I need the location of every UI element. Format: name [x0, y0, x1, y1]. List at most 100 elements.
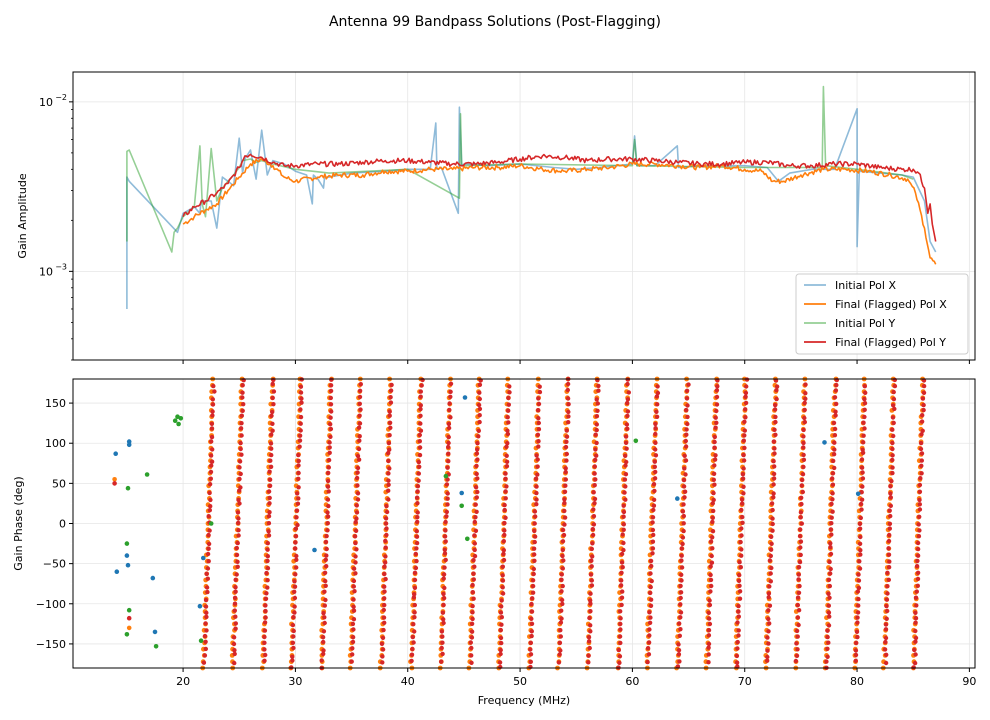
phase-point [271, 389, 277, 394]
phase-point [915, 558, 920, 564]
phase-point [267, 469, 272, 474]
phase-point [441, 620, 446, 626]
phase-point [623, 434, 629, 439]
phase-point [890, 457, 895, 463]
phase-point [829, 515, 834, 520]
phase-point [594, 414, 600, 419]
phase-point [530, 596, 535, 601]
phase-point [204, 628, 209, 633]
phase-point [916, 534, 922, 539]
phase-point [416, 478, 421, 483]
phase-point [412, 602, 417, 608]
phase-point [476, 402, 482, 408]
phase-point [769, 501, 775, 506]
x-tick-label: 80 [850, 675, 864, 688]
phase-point [886, 565, 892, 570]
phase-point [293, 572, 298, 577]
phase-point [798, 545, 803, 550]
phase-point [913, 616, 919, 621]
phase-point [560, 566, 565, 571]
phase-point [650, 527, 656, 533]
phase-point [767, 558, 773, 563]
phase-point [446, 444, 451, 450]
phase-point [446, 425, 452, 431]
phase-point [297, 444, 302, 449]
phase-point [558, 628, 563, 633]
phase-point [411, 640, 416, 645]
phase-point [321, 629, 327, 634]
phase-point [208, 453, 214, 458]
phase-point [771, 459, 776, 464]
phase-point [888, 484, 893, 489]
phase-point [265, 554, 270, 559]
phase-point [412, 610, 417, 615]
phase-point [736, 603, 741, 609]
phase-point [417, 445, 423, 450]
phase-point [633, 438, 639, 444]
amp-y-tick-label: 10 [39, 96, 53, 109]
phase-point [563, 466, 568, 471]
phase-point [112, 481, 117, 486]
phase-point [883, 660, 889, 666]
phase-point [504, 484, 509, 489]
phase-point [210, 402, 216, 407]
phase-point [832, 433, 838, 438]
phase-point [292, 589, 297, 594]
phase-point [419, 383, 424, 388]
phase-point [743, 394, 748, 399]
phase-point [828, 541, 833, 546]
phase-point [294, 565, 299, 570]
phase-point [299, 400, 304, 405]
phase-point [739, 526, 744, 531]
phase-point [830, 476, 835, 481]
phase-point [853, 658, 858, 663]
phase-point [498, 610, 504, 615]
phase-point [202, 653, 208, 658]
phase-point [826, 610, 832, 615]
phase-point [266, 533, 272, 538]
phase-point [707, 621, 713, 627]
phase-point [290, 654, 295, 659]
phase-point [743, 407, 748, 412]
phase-point [590, 532, 596, 538]
x-tick-label: 20 [176, 675, 190, 688]
phase-point [265, 585, 270, 590]
phase-point [618, 621, 623, 627]
phase-point [412, 615, 417, 620]
phase-point [624, 422, 630, 427]
phase-point [647, 610, 652, 615]
phase-point [796, 590, 802, 595]
phase-point [501, 557, 507, 563]
phase-point [860, 484, 865, 489]
phase-point [801, 452, 806, 458]
phase-point [328, 395, 333, 401]
phase-point [536, 408, 541, 413]
phase-point [212, 389, 217, 394]
phase-point [297, 438, 303, 443]
phase-point [502, 507, 507, 513]
phase-point [890, 453, 895, 458]
phase-point [855, 615, 860, 620]
phase-point [766, 591, 772, 596]
phase-point [710, 501, 715, 506]
phase-point [679, 553, 684, 558]
phase-point [563, 483, 568, 488]
amp-y-tick-exponent: −2 [55, 93, 67, 102]
phase-point [887, 526, 892, 531]
phase-point [441, 595, 447, 601]
phase-point [354, 547, 359, 552]
phase-point [263, 603, 268, 608]
phase-point [113, 451, 118, 457]
phase-point [854, 640, 859, 646]
phase-point [796, 572, 801, 577]
phase-point [263, 608, 268, 614]
phase-y-tick-label: −50 [43, 558, 66, 571]
phase-point [269, 452, 274, 458]
phase-point [528, 640, 533, 645]
phase-point [801, 464, 806, 470]
phase-point [326, 489, 331, 494]
phase-point [327, 440, 332, 445]
phase-point [918, 476, 923, 481]
phase-point [382, 620, 387, 625]
